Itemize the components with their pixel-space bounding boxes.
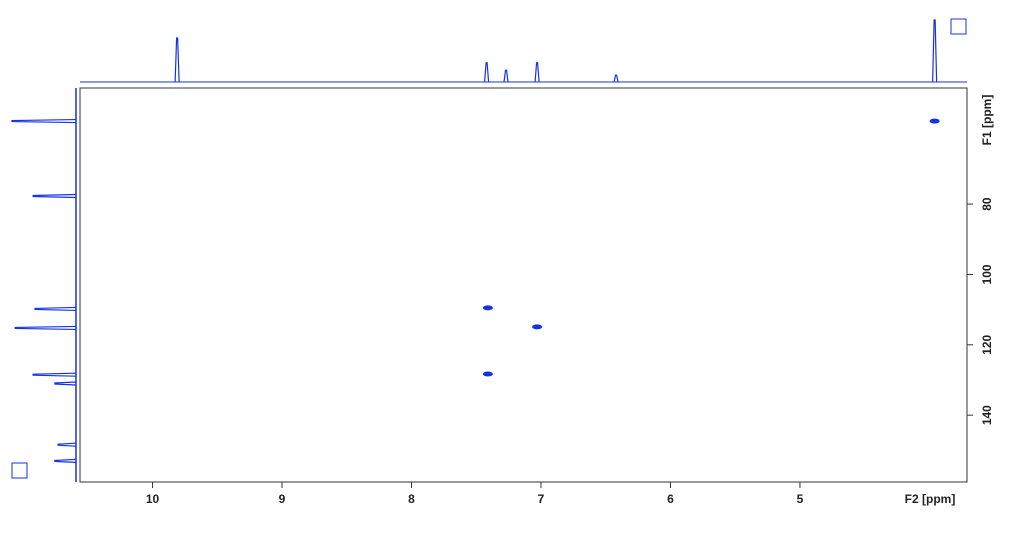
cross-peak xyxy=(482,305,493,311)
f1-peak xyxy=(54,381,77,386)
cross-peak xyxy=(482,371,493,377)
f2-peak xyxy=(932,19,938,83)
f2-peak xyxy=(613,74,619,83)
f2-peak xyxy=(534,62,540,83)
f1-peak xyxy=(57,442,77,447)
cross-peak xyxy=(532,324,543,330)
y-tick-label: 80 xyxy=(980,197,994,211)
x-tick-label: 5 xyxy=(797,492,804,506)
f2-peak xyxy=(503,69,509,83)
f1-peak xyxy=(32,193,77,199)
corner-icon[interactable] xyxy=(950,18,967,35)
f1-peak xyxy=(34,306,77,312)
f2-peak xyxy=(174,37,180,83)
cross-peak xyxy=(929,118,940,124)
y-tick-label: 120 xyxy=(980,334,994,354)
f1-peak xyxy=(32,372,77,377)
x-tick-label: 10 xyxy=(146,492,160,506)
f2-peak xyxy=(483,62,490,83)
f1-peak xyxy=(14,325,77,331)
x-tick-label: 6 xyxy=(667,492,674,506)
y-tick-label: 140 xyxy=(980,405,994,425)
corner-icon[interactable] xyxy=(11,462,28,479)
y-axis-label: F1 [ppm] xyxy=(980,95,994,146)
f1-peak xyxy=(11,118,77,124)
y-tick-label: 100 xyxy=(980,264,994,284)
x-tick-label: 9 xyxy=(279,492,286,506)
x-axis-label: F2 [ppm] xyxy=(905,492,956,506)
x-tick-label: 7 xyxy=(538,492,545,506)
f1-peak xyxy=(54,458,77,463)
x-tick-label: 8 xyxy=(408,492,415,506)
plot-frame xyxy=(79,87,968,483)
